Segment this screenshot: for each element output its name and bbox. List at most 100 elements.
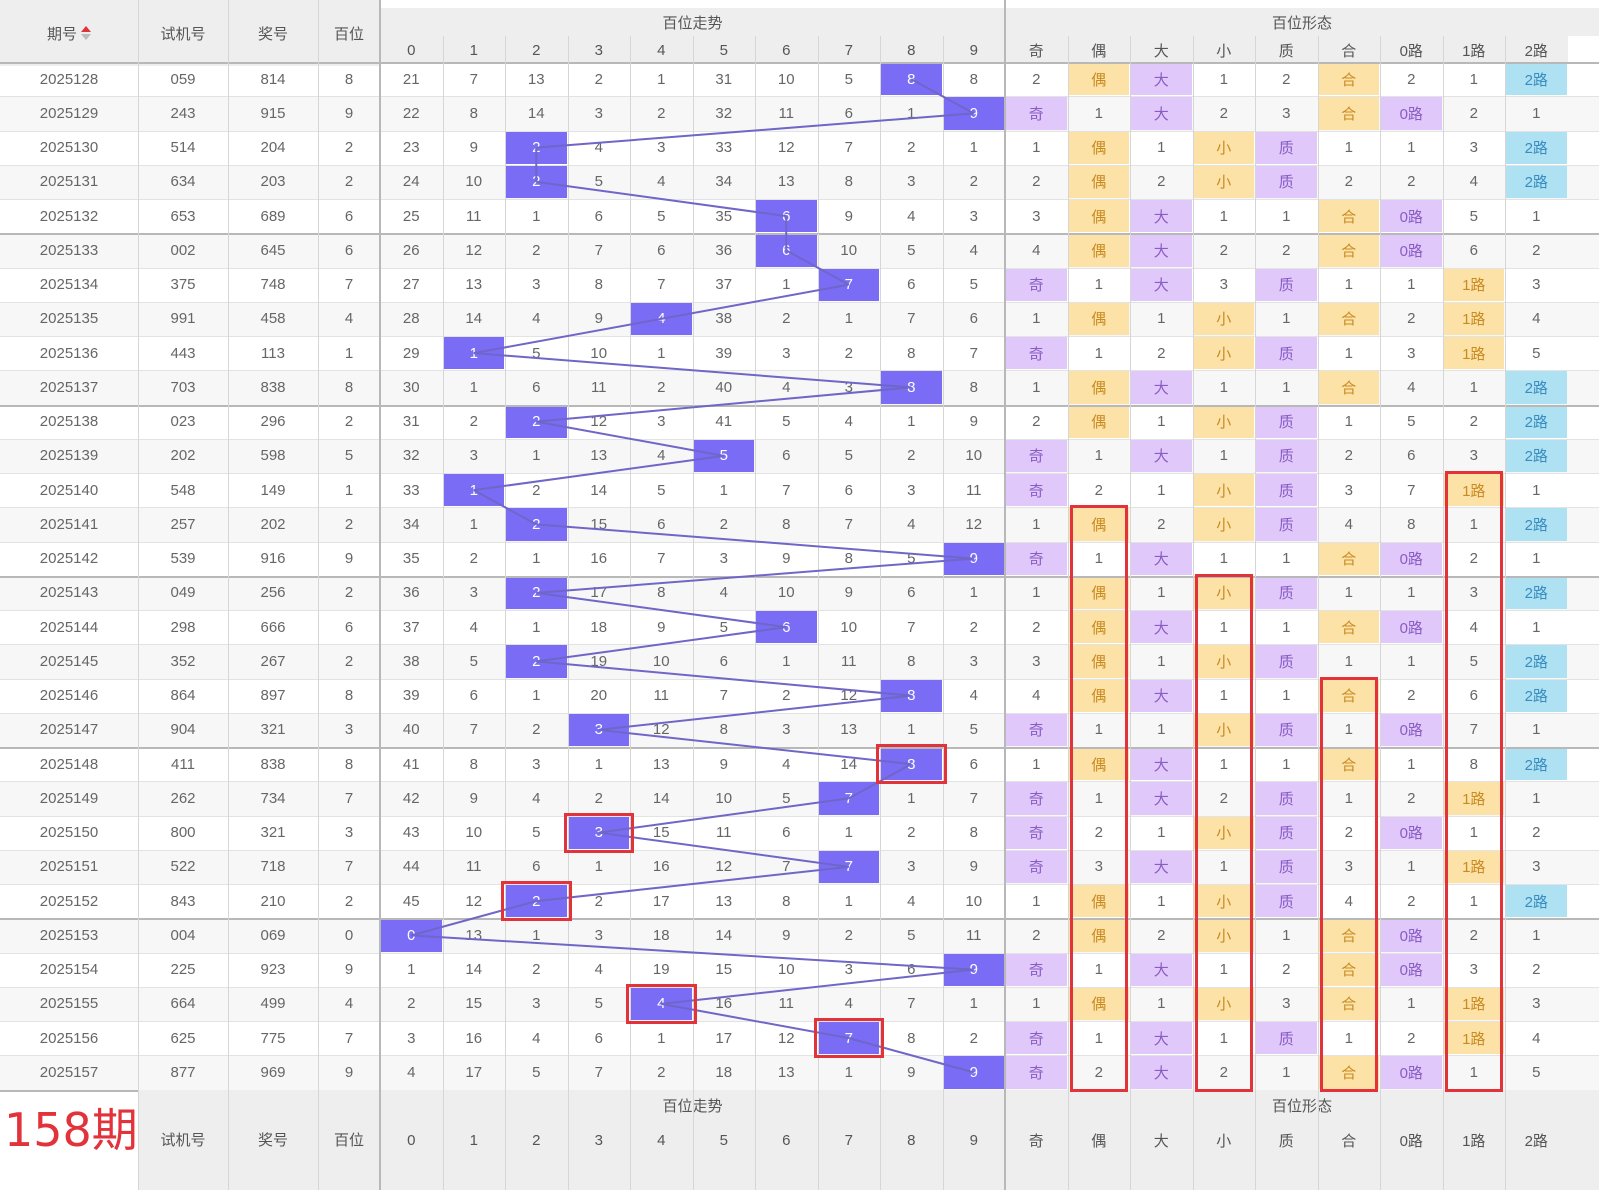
form-tag: 偶 [1068, 302, 1129, 335]
miss-count: 4 [657, 173, 666, 191]
col-divider [442, 36, 444, 1190]
form-tag: 大 [1131, 268, 1192, 301]
cell-issue: 2025157 [39, 1063, 99, 1081]
form-miss: 3 [1469, 139, 1478, 157]
miss-count: 18 [715, 1063, 733, 1081]
drawn-digit-ball: 2 [506, 405, 567, 438]
cell-h: 0 [344, 926, 354, 944]
miss-count: 2 [469, 413, 478, 431]
form-miss: 1 [1282, 310, 1291, 328]
footer-test-no: 试机号 [138, 1089, 228, 1190]
miss-count: 19 [590, 652, 608, 670]
form-miss: 1 [1532, 550, 1541, 568]
form-tag: 大 [1131, 200, 1192, 233]
form-miss: 4 [1344, 515, 1353, 533]
cell-prize: 666 [260, 618, 286, 636]
cell-issue: 2025150 [39, 824, 99, 842]
form-tag: 偶 [1068, 405, 1129, 438]
cell-issue: 2025153 [39, 926, 99, 944]
form-miss: 1 [1532, 721, 1541, 739]
miss-count: 2 [594, 789, 603, 807]
cell-prize: 458 [260, 310, 286, 328]
row-divider [0, 473, 1599, 474]
miss-count: 34 [715, 173, 733, 191]
cell-test: 202 [170, 447, 196, 465]
cell-h: 6 [344, 618, 354, 636]
form-miss: 2 [1094, 824, 1103, 842]
miss-count: 5 [907, 241, 916, 259]
form-tag: 0路 [1381, 542, 1442, 575]
cell-h: 2 [344, 139, 354, 157]
form-tag: 偶 [1068, 63, 1129, 96]
form-tag: 偶 [1068, 165, 1129, 198]
form-miss: 1 [1344, 276, 1353, 294]
form-tag: 偶 [1068, 131, 1129, 164]
form-tag: 2路 [1506, 63, 1567, 96]
form-miss: 1 [1282, 755, 1291, 773]
form-tag: 质 [1256, 337, 1317, 370]
miss-count: 11 [840, 652, 857, 670]
form-tag: 合 [1318, 200, 1379, 233]
miss-count: 6 [907, 584, 916, 602]
form-miss: 2 [1157, 926, 1166, 944]
cell-prize: 838 [260, 378, 286, 396]
form-miss: 1 [1032, 139, 1041, 157]
miss-count: 8 [907, 652, 916, 670]
miss-count: 2 [657, 378, 666, 396]
miss-count: 4 [594, 139, 603, 157]
miss-count: 9 [594, 310, 603, 328]
miss-count: 4 [844, 413, 853, 431]
miss-count: 6 [907, 961, 916, 979]
cell-issue: 2025155 [39, 995, 99, 1013]
row-divider [0, 301, 1599, 303]
form-tag: 小 [1193, 576, 1254, 609]
form-tag: 偶 [1068, 679, 1129, 712]
miss-count: 3 [782, 721, 791, 739]
form-tag: 奇 [1006, 1022, 1067, 1055]
miss-count: 9 [719, 755, 728, 773]
form-miss: 2 [1157, 344, 1166, 362]
form-tag: 奇 [1006, 439, 1067, 472]
header-trend-col: 7 [817, 36, 880, 64]
form-miss: 3 [1032, 652, 1041, 670]
miss-count: 3 [469, 447, 478, 465]
form-miss: 1 [1407, 652, 1416, 670]
highlight-box [813, 1018, 884, 1059]
miss-count: 29 [402, 344, 420, 362]
cell-issue: 2025131 [39, 173, 99, 191]
form-miss: 1 [1032, 584, 1041, 602]
miss-count: 10 [777, 961, 795, 979]
cell-issue: 2025133 [39, 241, 99, 259]
miss-count: 7 [907, 995, 916, 1013]
form-miss: 1 [1032, 310, 1041, 328]
miss-count: 3 [532, 995, 541, 1013]
cell-issue: 2025148 [39, 755, 99, 773]
miss-count: 1 [969, 139, 978, 157]
cell-h: 2 [344, 413, 354, 431]
footer-trend-col: 7 [817, 1123, 880, 1158]
form-miss: 1 [1219, 1029, 1228, 1047]
form-miss: 5 [1469, 652, 1478, 670]
form-tag: 0路 [1381, 200, 1442, 233]
form-tag: 2路 [1506, 405, 1567, 438]
miss-count: 7 [907, 618, 916, 636]
miss-count: 11 [778, 995, 795, 1013]
miss-count: 6 [907, 276, 916, 294]
miss-count: 1 [844, 310, 853, 328]
form-tag: 0路 [1381, 919, 1442, 952]
cell-issue: 2025130 [39, 139, 99, 157]
header-issue[interactable]: 期号 [0, 0, 138, 66]
sort-icon[interactable] [81, 26, 91, 40]
row-divider [0, 918, 1599, 921]
form-miss: 3 [1532, 858, 1541, 876]
form-miss: 1 [1344, 584, 1353, 602]
cell-issue: 2025145 [39, 652, 99, 670]
miss-count: 19 [652, 961, 670, 979]
drawn-digit-ball: 0 [381, 919, 442, 952]
miss-count: 18 [652, 926, 670, 944]
form-tag: 偶 [1068, 234, 1129, 267]
form-tag: 2路 [1506, 165, 1567, 198]
miss-count: 1 [657, 70, 666, 88]
footer-form-col: 1路 [1442, 1123, 1505, 1158]
